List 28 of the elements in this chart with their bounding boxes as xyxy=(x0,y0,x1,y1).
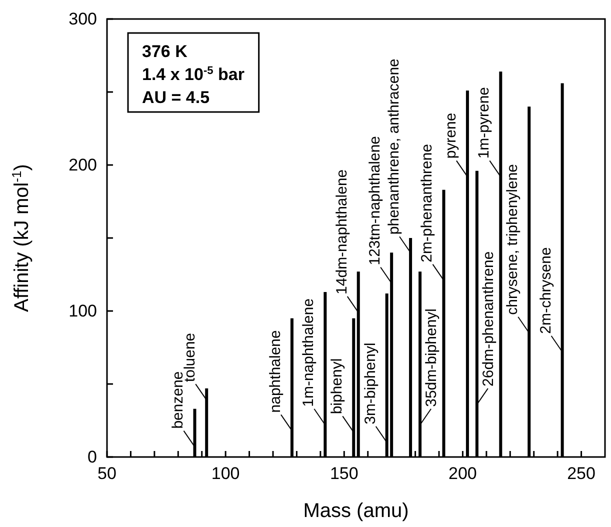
y-tick-label: 300 xyxy=(68,9,97,28)
annotation: toluene xyxy=(182,332,199,382)
x-tick-label: 250 xyxy=(567,464,596,484)
annotation: 2m-chrysene xyxy=(537,247,554,334)
annotation: 123tm-naphthalene xyxy=(366,136,384,266)
y-tick-label: 0 xyxy=(88,447,97,466)
annotation: naphthalene xyxy=(266,330,284,413)
annotation: chrysene, triphenylene xyxy=(504,164,522,315)
x-tick-label: 150 xyxy=(330,464,358,484)
x-tick-label: 100 xyxy=(211,464,240,484)
annotation: 3m-biphenyl xyxy=(362,342,379,424)
annotation: biphenyl xyxy=(328,358,346,414)
annotation: 35dm-biphenyl xyxy=(423,308,440,407)
x-axis-title: Mass (amu) xyxy=(303,500,409,522)
y-tick-label: 200 xyxy=(68,155,97,174)
annotation: 1.4 x 10$^{-5}$ bar xyxy=(142,65,245,84)
annotation: 2m-phenanthrene xyxy=(418,144,436,262)
annotation: AU = 4.5 xyxy=(142,88,210,107)
x-tick-label: 200 xyxy=(448,464,477,484)
annotation: 1m-pyrene xyxy=(476,86,493,159)
x-tick-label: 50 xyxy=(98,464,116,484)
annotation: 26dm-phenanthrene xyxy=(480,251,497,386)
annotation: 376 K xyxy=(142,42,188,61)
annotation: pyrene xyxy=(442,112,460,159)
annotation: 1m-naphthalene xyxy=(300,298,318,407)
y-tick-label: 100 xyxy=(68,301,97,320)
annotation: phenanthrene, anthracene xyxy=(386,58,403,235)
annotation: 14dm-naphthalene xyxy=(333,169,350,294)
